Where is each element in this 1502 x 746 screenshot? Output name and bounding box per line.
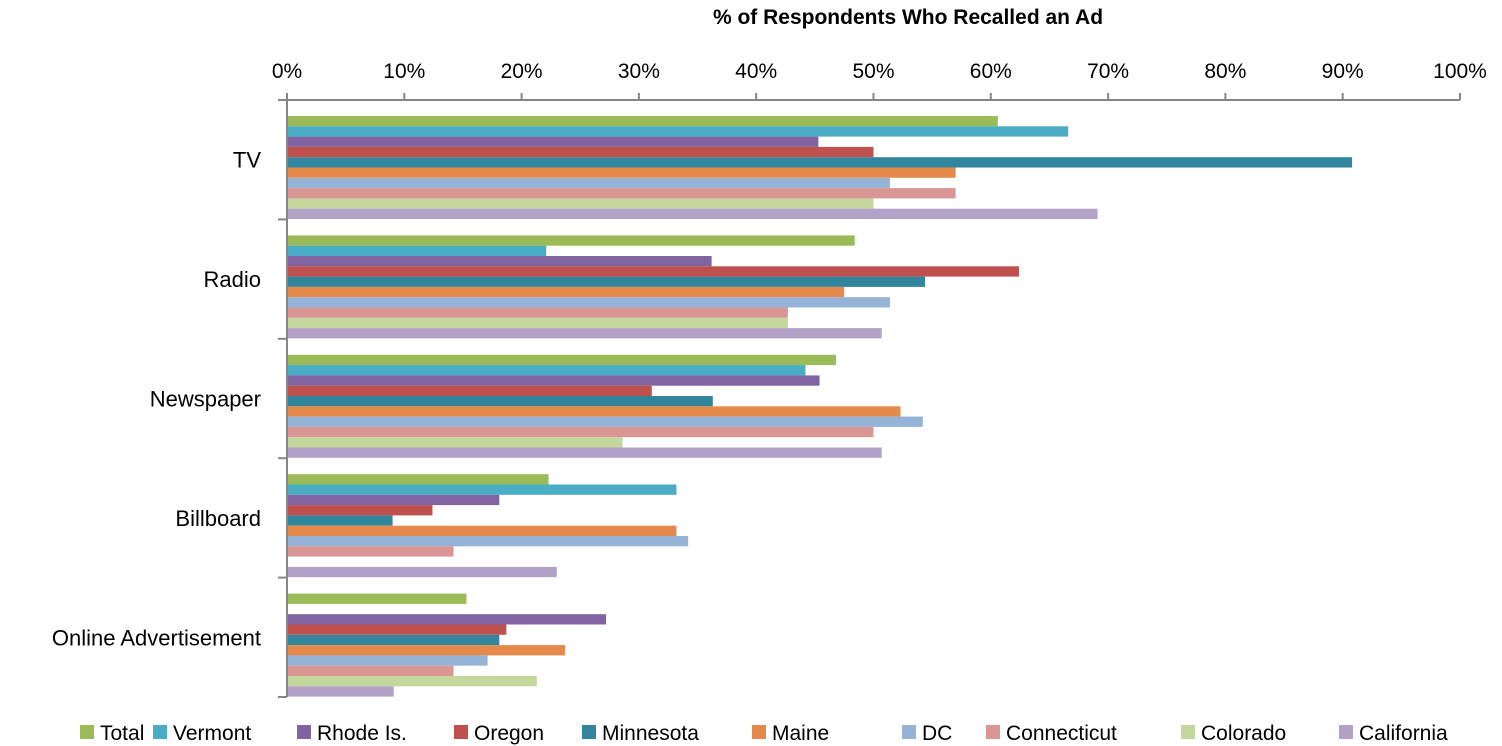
bar [288,235,855,246]
category-label: Radio [204,267,261,292]
y-axis: TV Radio Newspaper Billboard Online Advertis… [52,99,288,698]
legend-label: Oregon [474,722,544,745]
legend-label: Total [100,722,144,745]
bar [288,686,394,697]
category-label: Online Advertisement [52,625,261,650]
bar [288,208,1098,219]
x-tick-label: 100% [1433,60,1487,83]
bar [288,116,998,127]
legend-label: Minnesota [602,722,699,745]
bar [288,365,806,376]
bar [288,136,819,147]
bar [288,645,566,656]
legend: Total Vermont Rhode Is. Oregon Minnesota Main… [80,722,1448,745]
bar [288,634,500,646]
bar [288,317,788,329]
bar [288,297,890,308]
bar [288,624,507,635]
x-tick-label: 50% [852,60,894,83]
x-tick-label: 20% [501,60,543,83]
bar [288,515,393,526]
legend-label: Colorado [1201,722,1286,745]
plot-area [288,116,1353,697]
bar [288,198,874,209]
bar [288,286,845,298]
x-tick-label: 90% [1322,60,1364,83]
bar [288,676,537,687]
legend-label: Connecticut [1006,722,1117,745]
category-label: TV [233,148,261,173]
bar [288,505,433,516]
chart-title: % of Respondents Who Recalled an Ad [713,6,1103,29]
bar [288,655,488,666]
x-tick-label: 80% [1204,60,1246,83]
bar [288,188,956,199]
bar [288,354,836,366]
bar [288,177,890,189]
bar [288,146,874,158]
bar [288,426,874,438]
bar [288,245,547,256]
bar [288,525,677,536]
bar [288,167,956,178]
bar [288,328,882,339]
bar [288,396,713,407]
legend-label: DC [922,722,952,745]
legend-label: Vermont [173,722,251,745]
bar [288,385,652,396]
bar [288,536,689,547]
x-tick-label: 30% [618,60,660,83]
bar [288,375,820,386]
bar [288,614,607,625]
bar [288,546,454,557]
legend-swatch [986,725,1000,739]
legend-swatch [454,725,468,739]
bar [288,276,926,287]
bar [288,126,1069,137]
x-axis: 0% 10% 20% 30% 40% 50% 60% 70% 80% 90% 100% [272,60,1487,101]
legend-swatch [582,725,596,739]
legend-swatch [752,725,766,739]
category-label: Newspaper [150,387,261,412]
x-tick-label: 10% [383,60,425,83]
bar [288,266,1019,277]
bar [288,484,677,495]
bar [288,256,712,267]
bar [288,494,500,506]
bar [288,566,557,578]
bar [288,474,549,485]
bar [288,416,923,427]
bar [288,447,882,458]
x-tick-label: 0% [272,60,302,83]
bar [288,665,454,676]
legend-label: Maine [772,722,829,745]
legend-label: Rhode Is. [317,722,407,745]
legend-label: California [1359,722,1448,745]
bar [288,157,1353,168]
bar [288,406,901,417]
bar [288,307,788,318]
legend-swatch [1339,725,1353,739]
x-tick-label: 70% [1087,60,1129,83]
bar [288,593,467,604]
legend-swatch [902,725,916,739]
x-tick-label: 60% [970,60,1012,83]
bar [288,437,623,448]
legend-swatch [153,725,167,739]
legend-swatch [297,725,311,739]
legend-swatch [80,725,94,739]
x-tick-label: 40% [735,60,777,83]
legend-swatch [1181,725,1195,739]
category-label: Billboard [175,506,261,531]
